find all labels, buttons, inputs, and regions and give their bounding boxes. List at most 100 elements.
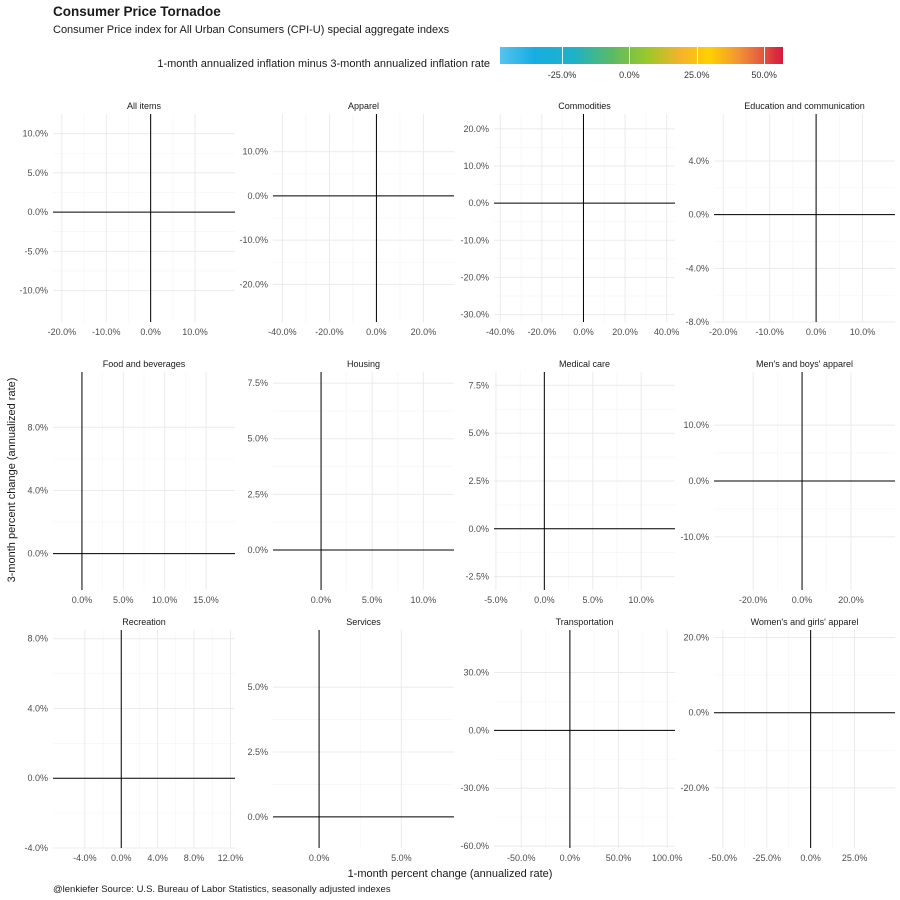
x-axis-label: 1-month percent change (annualized rate) — [347, 868, 553, 880]
x-tick-label: 0.0% — [311, 595, 332, 605]
x-tick-label: -4.0% — [73, 853, 97, 863]
y-tick-label: 2.5% — [247, 489, 268, 499]
x-tick-label: 0.0% — [111, 853, 132, 863]
facet-strip-label: Transportation — [556, 617, 614, 627]
legend-color-bar — [500, 47, 783, 64]
legend-tick — [764, 47, 766, 64]
x-tick-label: -20.0% — [315, 327, 344, 337]
x-tick-label: -5.0% — [484, 595, 508, 605]
y-tick-label: 5.0% — [247, 434, 268, 444]
x-tick-label: -20.0% — [739, 595, 768, 605]
x-tick-label: -10.0% — [755, 327, 784, 337]
x-tick-label: -50.0% — [709, 853, 738, 863]
y-tick-label: 4.0% — [688, 156, 709, 166]
x-tick-label: 0.0% — [560, 853, 581, 863]
x-tick-label: 0.0% — [806, 327, 827, 337]
y-tick-label: 10.0% — [22, 129, 48, 139]
legend-tick-label: -25.0% — [547, 70, 577, 80]
x-tick-label: 8.0% — [184, 853, 205, 863]
facet-strip-label: Apparel — [348, 101, 379, 111]
x-tick-label: 0.0% — [573, 327, 594, 337]
y-tick-label: 5.0% — [468, 428, 489, 438]
y-tick-label: 0.0% — [688, 476, 709, 486]
x-tick-label: -50.0% — [507, 853, 536, 863]
x-tick-label: 0.0% — [534, 595, 555, 605]
y-tick-label: 10.0% — [463, 161, 489, 171]
caption: @lenkiefer Source: U.S. Bureau of Labor … — [53, 884, 391, 895]
x-tick-label: 0.0% — [366, 327, 387, 337]
x-tick-label: 25.0% — [842, 853, 868, 863]
y-tick-label: 30.0% — [463, 667, 489, 677]
x-tick-label: 0.0% — [72, 595, 93, 605]
y-tick-label: -4.0% — [685, 263, 709, 273]
x-tick-label: -25.0% — [752, 853, 781, 863]
facet-strip-label: Men's and boys' apparel — [756, 359, 853, 369]
x-tick-label: 40.0% — [654, 327, 680, 337]
y-tick-label: -30.0% — [460, 310, 489, 320]
y-axis-label: 3-month percent change (annualized rate) — [6, 377, 18, 583]
y-tick-label: -10.0% — [680, 532, 709, 542]
y-tick-label: 2.5% — [468, 476, 489, 486]
y-tick-label: 0.0% — [27, 549, 48, 559]
facet-strip-label: Services — [346, 617, 381, 627]
legend-tick-label: 25.0% — [683, 70, 710, 80]
y-tick-label: 7.5% — [468, 380, 489, 390]
y-tick-label: 0.0% — [468, 524, 489, 534]
x-tick-label: -10.0% — [92, 327, 121, 337]
y-tick-label: 0.0% — [468, 725, 489, 735]
y-tick-label: 5.0% — [27, 168, 48, 178]
legend-tick — [561, 47, 563, 64]
y-tick-label: 0.0% — [247, 191, 268, 201]
facet-strip-label: All items — [127, 101, 162, 111]
x-tick-label: -20.0% — [48, 327, 77, 337]
legend-tick-label: 50.0% — [751, 70, 777, 80]
y-tick-label: 0.0% — [688, 210, 709, 220]
x-tick-label: -40.0% — [268, 327, 297, 337]
x-tick-label: -20.0% — [709, 327, 738, 337]
x-tick-label: 10.0% — [182, 327, 208, 337]
y-tick-label: -20.0% — [680, 783, 709, 793]
y-tick-label: -10.0% — [460, 235, 489, 245]
facet-strip-label: Food and beverages — [103, 359, 186, 369]
x-tick-label: 0.0% — [140, 327, 161, 337]
y-tick-label: -60.0% — [460, 841, 489, 851]
y-tick-label: 10.0% — [242, 147, 268, 157]
y-tick-label: -5.0% — [24, 246, 48, 256]
y-tick-label: -2.5% — [465, 572, 489, 582]
x-tick-label: 20.0% — [838, 595, 864, 605]
y-tick-label: 0.0% — [468, 198, 489, 208]
y-tick-label: -30.0% — [460, 783, 489, 793]
facet-strip-label: Education and communication — [744, 101, 865, 111]
x-tick-label: 10.0% — [628, 595, 654, 605]
y-tick-label: 0.0% — [27, 207, 48, 217]
x-tick-label: 5.0% — [391, 853, 412, 863]
y-tick-label: 0.0% — [27, 773, 48, 783]
x-tick-label: 0.0% — [800, 853, 821, 863]
facet-strip-label: Housing — [347, 359, 380, 369]
x-tick-label: 100.0% — [652, 853, 683, 863]
y-tick-label: 4.0% — [27, 703, 48, 713]
y-tick-label: -10.0% — [19, 286, 48, 296]
x-tick-label: 10.0% — [411, 595, 437, 605]
x-tick-label: 10.0% — [152, 595, 178, 605]
chart-subtitle: Consumer Price index for All Urban Consu… — [53, 24, 450, 36]
y-tick-label: -4.0% — [24, 843, 48, 853]
x-tick-label: 0.0% — [309, 853, 330, 863]
x-tick-label: 12.0% — [218, 853, 244, 863]
legend-title: 1-month annualized inflation minus 3-mon… — [157, 58, 490, 70]
x-tick-label: 4.0% — [147, 853, 168, 863]
y-tick-label: 2.5% — [247, 747, 268, 757]
x-tick-label: 5.0% — [362, 595, 383, 605]
x-tick-label: -20.0% — [528, 327, 557, 337]
y-tick-label: 5.0% — [247, 682, 268, 692]
x-tick-label: -40.0% — [486, 327, 515, 337]
x-tick-label: 20.0% — [612, 327, 638, 337]
legend-tick — [629, 47, 631, 64]
y-tick-label: -20.0% — [460, 272, 489, 282]
facet-strip-label: Women's and girls' apparel — [751, 617, 859, 627]
x-tick-label: 20.0% — [411, 327, 437, 337]
legend-tick-label: 0.0% — [619, 70, 640, 80]
y-tick-label: 0.0% — [247, 545, 268, 555]
y-tick-label: 8.0% — [27, 422, 48, 432]
